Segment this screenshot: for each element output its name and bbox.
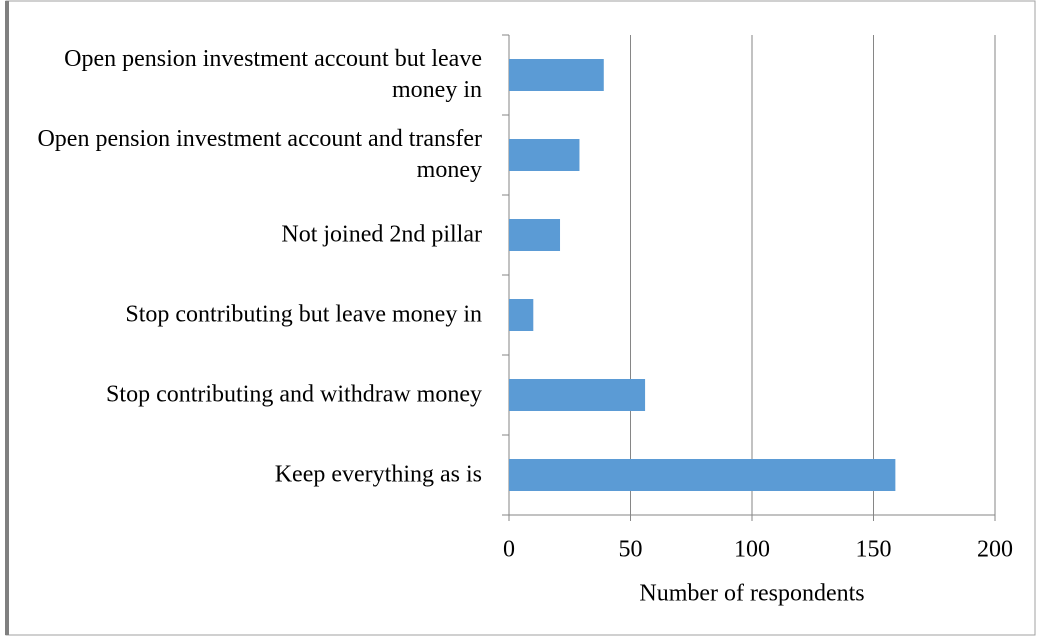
x-tick-label: 50 [619, 537, 643, 563]
y-tick-label: Not joined 2nd pillar [281, 221, 482, 248]
y-tick-label: Stop contributing but leave money in [125, 301, 482, 328]
x-tick-label: 200 [977, 537, 1013, 563]
x-tick-label: 0 [503, 537, 515, 563]
x-tick-label: 150 [856, 537, 892, 563]
x-axis-title: Number of respondents [639, 581, 864, 607]
y-tick-label: Open pension investment account and tran… [37, 126, 482, 183]
x-tick-label: 100 [734, 537, 770, 563]
bar [509, 139, 580, 171]
bar [509, 459, 896, 491]
bar [509, 219, 561, 251]
bar [509, 59, 604, 91]
y-tick-label: Keep everything as is [274, 461, 482, 488]
bar [509, 379, 646, 411]
y-tick-label: Stop contributing and withdraw money [106, 381, 482, 408]
bar [509, 299, 534, 331]
y-tick-label: Open pension investment account but leav… [64, 46, 482, 103]
